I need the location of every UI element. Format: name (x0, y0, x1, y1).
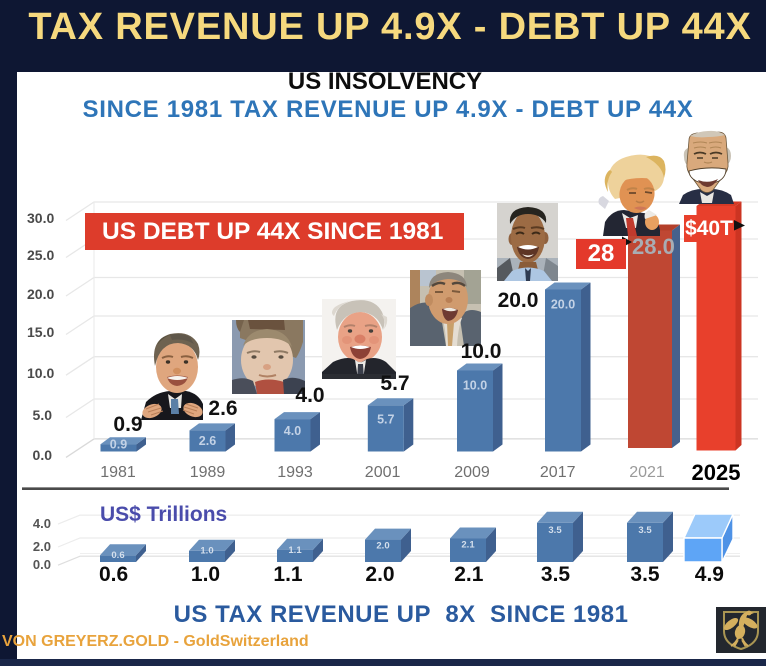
svg-text:2.1: 2.1 (461, 540, 475, 551)
svg-text:3.5: 3.5 (638, 525, 652, 536)
svg-text:1.1: 1.1 (288, 545, 302, 556)
svg-text:5.7: 5.7 (377, 413, 394, 427)
svg-text:2.6: 2.6 (199, 434, 216, 448)
svg-text:4.0: 4.0 (284, 424, 301, 438)
svg-text:3.5: 3.5 (548, 525, 562, 536)
svg-text:20.0: 20.0 (551, 298, 575, 312)
svg-text:0.6: 0.6 (111, 550, 124, 561)
svg-text:2.0: 2.0 (376, 541, 389, 552)
svg-text:0.9: 0.9 (110, 438, 127, 452)
svg-text:1.0: 1.0 (200, 546, 213, 557)
svg-text:10.0: 10.0 (463, 379, 487, 393)
